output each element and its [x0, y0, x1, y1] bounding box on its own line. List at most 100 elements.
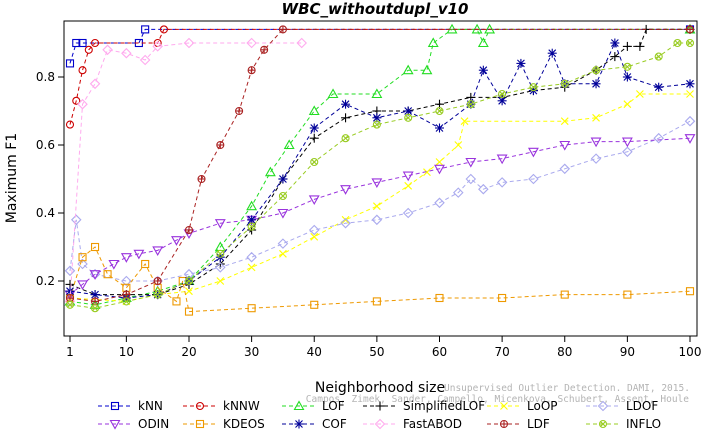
legend: kNN kNNW LOF SimplifiedLOF LoOP LDOF ODIN KDEOS…: [98, 399, 661, 431]
series-line-knn: [69, 28, 690, 64]
series-inflo: [65, 38, 695, 313]
data-point: [246, 37, 257, 49]
data-point: [327, 88, 339, 99]
legend-item-odin: ODIN: [98, 417, 169, 431]
data-point: [260, 45, 269, 54]
data-point: [78, 66, 87, 75]
data-point: [64, 265, 76, 277]
data-point: [247, 222, 256, 231]
data-point: [427, 37, 439, 48]
plot-frame: [63, 20, 698, 337]
data-point: [404, 181, 413, 190]
data-point: [91, 304, 100, 313]
data-point: [308, 224, 320, 236]
x-tick-label: 60: [432, 345, 447, 359]
x-tick-label: 30: [244, 345, 259, 359]
data-point: [277, 238, 289, 249]
data-point: [547, 48, 557, 58]
data-point: [141, 259, 150, 269]
data-point: [591, 79, 601, 89]
data-point: [72, 96, 81, 105]
data-point: [621, 137, 633, 148]
data-point: [560, 290, 569, 299]
watermark-line-1: Unsupervised Outlier Detection. DAMI, 20…: [444, 383, 690, 394]
data-point: [309, 123, 319, 133]
data-point: [673, 38, 682, 48]
data-point: [559, 140, 571, 151]
legend-item-cof: COF: [282, 417, 347, 431]
y-tick-label: 0.6: [36, 138, 55, 152]
data-point: [183, 37, 195, 49]
plot-area: [64, 23, 696, 316]
data-point: [121, 275, 132, 287]
data-point: [65, 59, 75, 68]
x-tick-label: 40: [307, 345, 322, 359]
data-point: [159, 25, 168, 34]
data-point: [404, 113, 413, 122]
legend-label: LDF: [527, 417, 550, 431]
data-point: [623, 100, 632, 109]
data-point: [610, 52, 620, 62]
data-point: [103, 270, 112, 279]
data-point: [372, 297, 381, 306]
x-tick-label: 70: [494, 345, 509, 359]
data-point: [528, 173, 539, 185]
data-point: [216, 249, 225, 258]
data-point: [310, 157, 319, 167]
data-point: [623, 62, 632, 71]
legend-label: FastABOD: [403, 417, 462, 431]
y-axis-label: Maximum F1: [4, 133, 20, 223]
data-point: [636, 90, 644, 98]
data-point: [623, 290, 632, 299]
series-line-cof: [69, 41, 691, 299]
data-point: [141, 25, 150, 34]
data-point: [372, 202, 381, 211]
legend-item-knn: kNN: [98, 399, 163, 413]
data-point: [172, 297, 181, 306]
data-point: [340, 217, 351, 229]
data-point: [478, 65, 488, 75]
legend-item-knnw: kNNW: [183, 399, 260, 413]
legend-label: LoOP: [527, 399, 558, 413]
data-point: [402, 207, 414, 219]
legend-item-ldof: LDOF: [586, 399, 658, 413]
data-point: [686, 90, 694, 98]
data-point: [153, 290, 162, 299]
series-ldof: [64, 115, 696, 287]
data-point: [70, 214, 82, 226]
legend-item-kdeos: KDEOS: [183, 417, 265, 431]
data-point: [516, 58, 526, 68]
data-point: [247, 66, 256, 75]
data-point: [685, 287, 695, 296]
data-point: [402, 171, 414, 182]
data-point: [122, 290, 131, 299]
data-point: [121, 47, 132, 59]
watermark-line-2: Campos, Zimek, Sander, Campello, Micenko…: [306, 394, 689, 405]
data-point: [653, 132, 664, 144]
y-axis: 0.2 0.4 0.6 0.8: [36, 70, 64, 288]
data-point: [434, 197, 445, 209]
data-point: [214, 219, 226, 229]
data-point: [152, 246, 164, 257]
series-line-ldof: [69, 120, 691, 282]
data-point: [421, 64, 433, 75]
data-point: [139, 54, 151, 66]
x-tick-label: 50: [369, 345, 384, 359]
series-line-inflo: [69, 42, 690, 309]
y-tick-label: 0.2: [36, 274, 55, 288]
data-point: [77, 258, 88, 270]
data-point: [102, 44, 113, 56]
data-point: [283, 139, 295, 150]
x-tick-label: 100: [679, 345, 702, 359]
chart-title: WBC_withoutdupl_v10: [282, 0, 469, 18]
data-point: [478, 183, 489, 195]
data-point: [278, 25, 287, 34]
data-point: [622, 41, 632, 51]
y-tick-label: 0.8: [36, 70, 55, 84]
legend-label: kNN: [138, 399, 163, 413]
data-point: [477, 37, 489, 48]
legend-item-inflo: INFLO: [586, 417, 661, 431]
legend-label: LOF: [322, 399, 345, 413]
legend-label: LDOF: [626, 399, 658, 413]
data-point: [278, 174, 288, 184]
